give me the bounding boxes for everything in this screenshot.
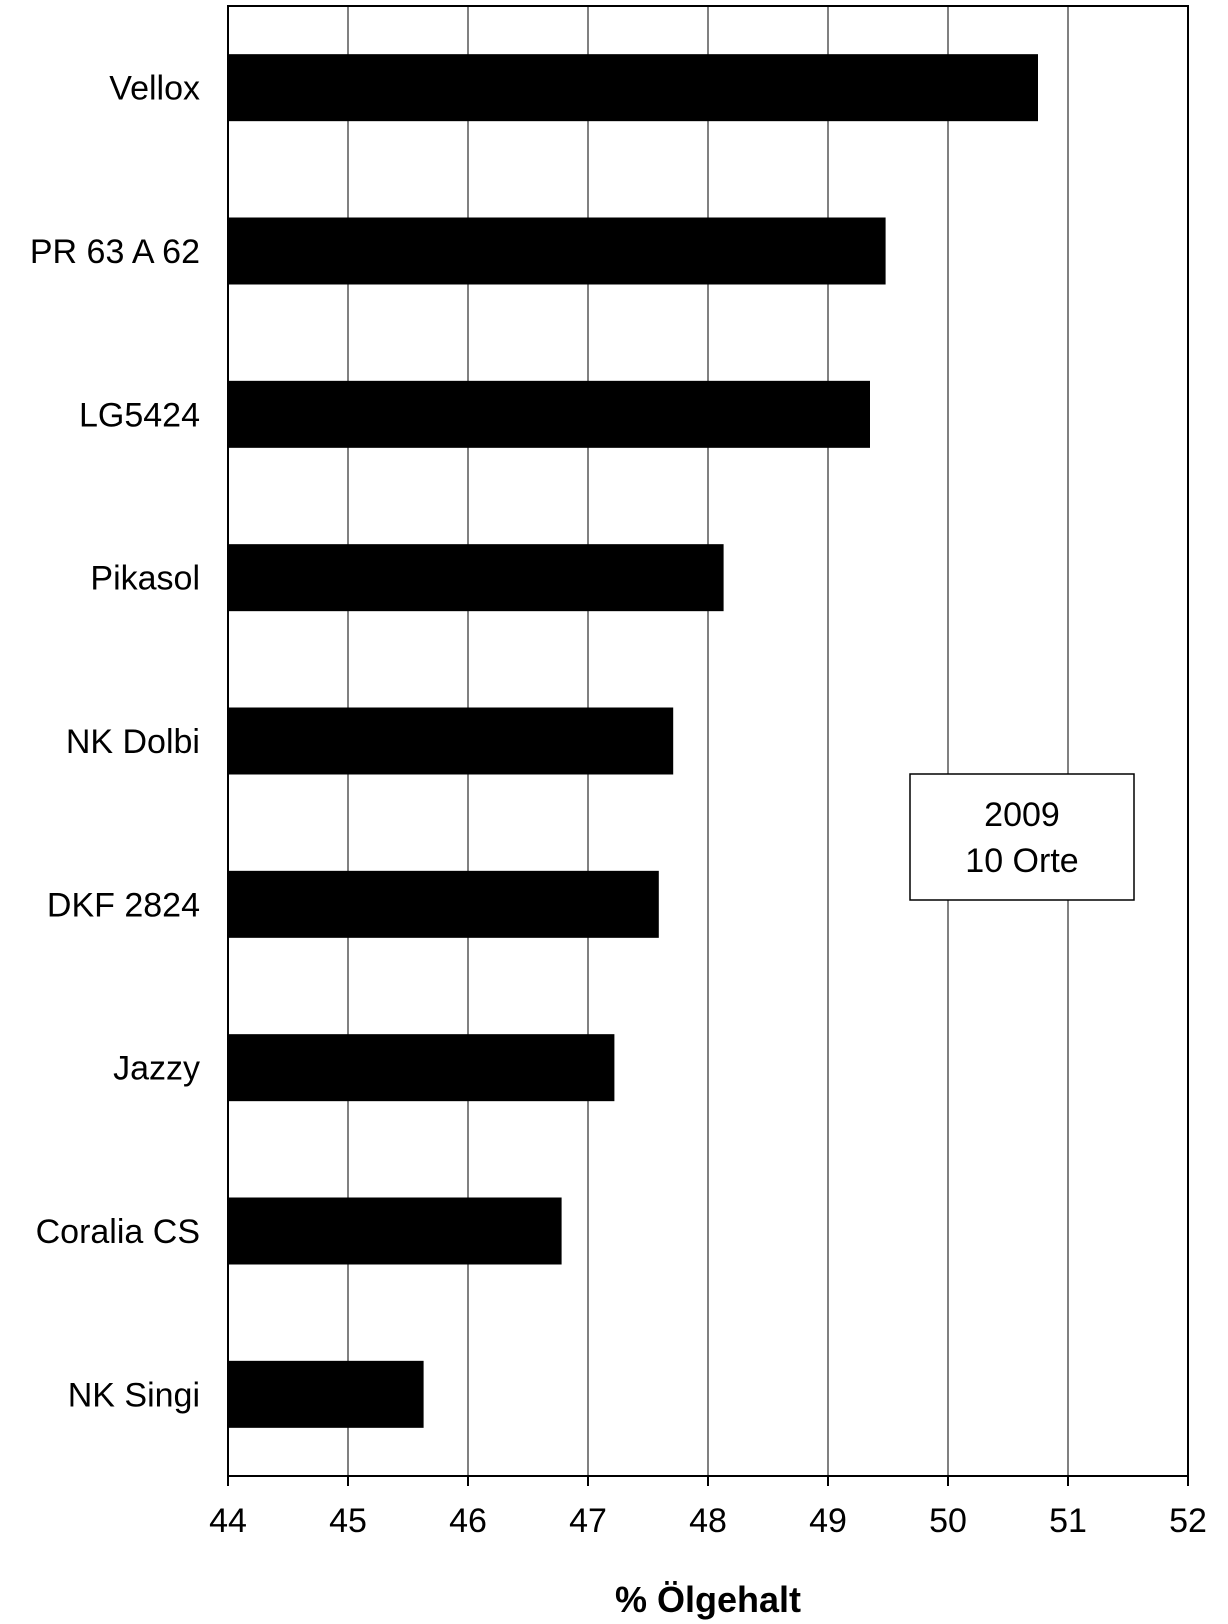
category-label: NK Singi <box>68 1376 200 1414</box>
x-tick-label: 44 <box>209 1502 247 1540</box>
x-axis-ticks: 44 45 46 47 48 49 50 51 52 <box>209 1476 1207 1540</box>
category-label: LG5424 <box>79 396 200 434</box>
bar <box>228 54 1038 122</box>
annotation-box: 2009 10 Orte <box>909 773 1135 901</box>
bar <box>228 544 724 612</box>
category-label: Coralia CS <box>36 1213 200 1251</box>
x-tick-label: 45 <box>329 1502 367 1540</box>
annotation-locations: 10 Orte <box>965 842 1078 880</box>
x-tick-label: 46 <box>449 1502 487 1540</box>
category-label: Pikasol <box>90 560 200 598</box>
bar <box>228 217 886 285</box>
bar <box>228 380 870 448</box>
bar <box>228 1360 424 1428</box>
x-axis-title: % Ölgehalt <box>615 1579 801 1620</box>
category-label: Vellox <box>109 70 200 108</box>
bar <box>228 870 659 938</box>
bar <box>228 1197 562 1265</box>
category-label: Jazzy <box>113 1050 200 1088</box>
x-tick-label: 48 <box>689 1502 727 1540</box>
x-tick-label: 51 <box>1049 1502 1087 1540</box>
x-tick-label: 49 <box>809 1502 847 1540</box>
annotation-frame <box>909 773 1135 901</box>
bar <box>228 1034 615 1102</box>
x-tick-label: 47 <box>569 1502 607 1540</box>
bar <box>228 707 674 775</box>
x-tick-label: 52 <box>1169 1502 1207 1540</box>
category-label: PR 63 A 62 <box>30 233 200 271</box>
bars <box>228 54 1038 1428</box>
category-label: DKF 2824 <box>47 886 200 924</box>
category-label: NK Dolbi <box>66 723 200 761</box>
category-labels: Vellox PR 63 A 62 LG5424 Pikasol NK Dolbi DKF… <box>30 70 200 1415</box>
annotation-year: 2009 <box>984 796 1060 834</box>
x-tick-label: 50 <box>929 1502 967 1540</box>
